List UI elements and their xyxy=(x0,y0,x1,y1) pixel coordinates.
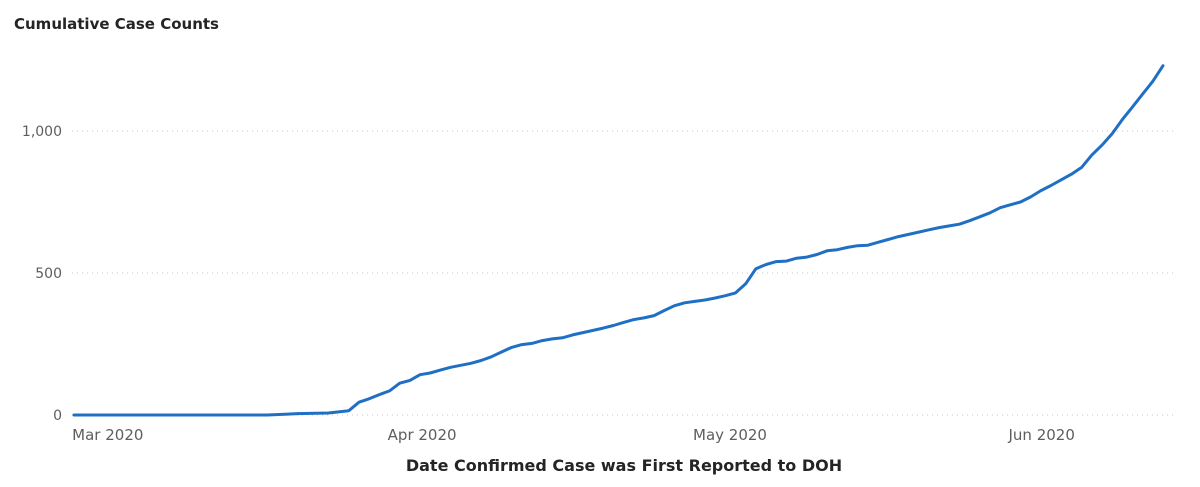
x-tick-label: May 2020 xyxy=(693,426,767,444)
chart-title: Cumulative Case Counts xyxy=(14,15,219,33)
y-tick-label: 0 xyxy=(53,408,62,424)
series-line-0 xyxy=(72,64,1165,417)
x-tick-label: Mar 2020 xyxy=(72,426,143,444)
y-tick-label: 500 xyxy=(35,266,62,282)
y-tick-label: 1,000 xyxy=(22,124,62,140)
x-tick-label: Jun 2020 xyxy=(1008,426,1075,444)
x-axis-title: Date Confirmed Case was First Reported t… xyxy=(406,456,842,475)
x-tick-label: Apr 2020 xyxy=(388,426,457,444)
